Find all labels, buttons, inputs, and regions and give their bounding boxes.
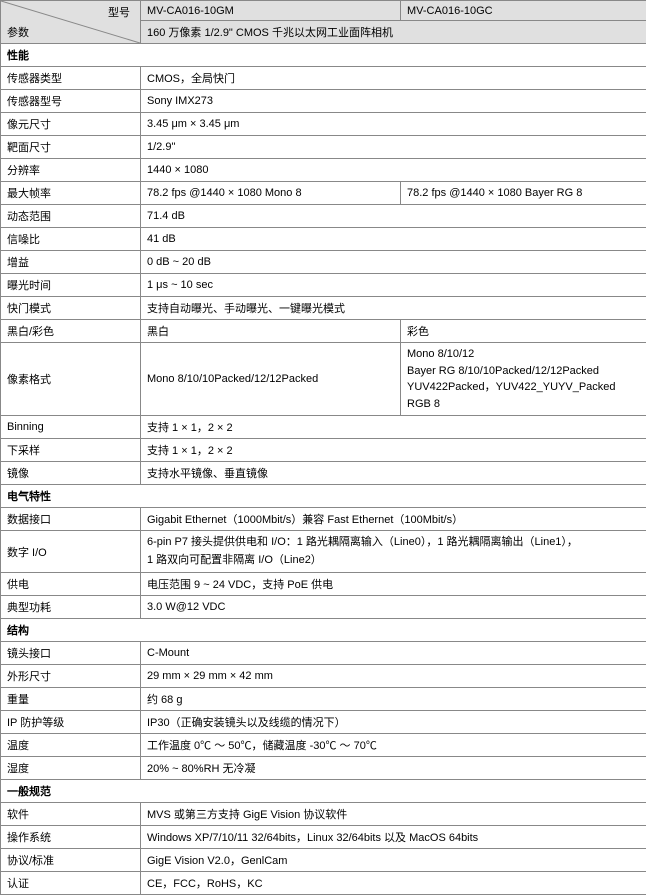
pixel-fmt-line: Mono 8/10/12 [407,348,474,360]
row-value: 支持自动曝光、手动曝光、一键曝光模式 [141,297,646,320]
row-value: 电压范围 9 ~ 24 VDC，支持 PoE 供电 [141,573,646,596]
row-value: 1 μs ~ 10 sec [141,274,646,297]
row-label: 供电 [1,573,141,596]
row-value: 78.2 fps @1440 × 1080 Bayer RG 8 [401,182,646,205]
section-performance: 性能 [1,44,646,67]
row-label: 传感器类型 [1,67,141,90]
row-value: CE，FCC，RoHS，KC [141,872,646,895]
row-label: 分辨率 [1,159,141,182]
row-value: GigE Vision V2.0，GenlCam [141,849,646,872]
row-label: 镜像 [1,462,141,485]
row-value: MVS 或第三方支持 GigE Vision 协议软件 [141,803,646,826]
row-label: 像素格式 [1,343,141,416]
row-label: 典型功耗 [1,596,141,619]
digital-io-line: 6-pin P7 接头提供供电和 I/O：1 路光耦隔离输入（Line0），1 … [147,536,578,548]
model-1: MV-CA016-10GM [141,1,401,21]
row-value: 71.4 dB [141,205,646,228]
row-value: 78.2 fps @1440 × 1080 Mono 8 [141,182,401,205]
pixel-fmt-line: YUV422Packed，YUV422_YUYV_Packed [407,381,616,393]
row-label: 动态范围 [1,205,141,228]
row-value: 工作温度 0℃ ～ 50℃，储藏温度 -30℃ ～ 70℃ [141,734,646,757]
row-label: 最大帧率 [1,182,141,205]
row-label: 快门模式 [1,297,141,320]
row-value: 6-pin P7 接头提供供电和 I/O：1 路光耦隔离输入（Line0），1 … [141,531,646,573]
row-value: Windows XP/7/10/11 32/64bits，Linux 32/64… [141,826,646,849]
row-value: 0 dB ~ 20 dB [141,251,646,274]
row-label: 认证 [1,872,141,895]
row-value: 3.0 W@12 VDC [141,596,646,619]
row-label: Binning [1,416,141,439]
row-value: Gigabit Ethernet（1000Mbit/s）兼容 Fast Ethe… [141,508,646,531]
section-electrical: 电气特性 [1,485,646,508]
row-value: Mono 8/10/10Packed/12/12Packed [141,343,401,416]
row-label: 下采样 [1,439,141,462]
row-value: 约 68 g [141,688,646,711]
row-value: 20% ~ 80%RH 无冷凝 [141,757,646,780]
row-label: 增益 [1,251,141,274]
row-value: 支持 1 × 1，2 × 2 [141,416,646,439]
digital-io-line: 1 路双向可配置非隔离 I/O（Line2） [147,554,322,566]
row-label: 操作系统 [1,826,141,849]
pixel-fmt-line: Bayer RG 8/10/10Packed/12/12Packed [407,365,599,377]
row-label: 信噪比 [1,228,141,251]
row-value: Mono 8/10/12 Bayer RG 8/10/10Packed/12/1… [401,343,646,416]
row-label: 靶面尺寸 [1,136,141,159]
row-label: 重量 [1,688,141,711]
row-label: 曝光时间 [1,274,141,297]
row-value: Sony IMX273 [141,90,646,113]
row-value: 彩色 [401,320,646,343]
row-value: 3.45 μm × 3.45 μm [141,113,646,136]
row-label: 软件 [1,803,141,826]
section-general: 一般规范 [1,780,646,803]
header-model-label: 型号 [108,4,130,20]
row-value: 29 mm × 29 mm × 42 mm [141,665,646,688]
row-label: 像元尺寸 [1,113,141,136]
row-label: 黑白/彩色 [1,320,141,343]
corner-cell: 型号 参数 [1,1,141,44]
row-label: 外形尺寸 [1,665,141,688]
row-value: 1/2.9" [141,136,646,159]
row-value: 1440 × 1080 [141,159,646,182]
row-value: 41 dB [141,228,646,251]
row-value: CMOS，全局快门 [141,67,646,90]
row-value: 黑白 [141,320,401,343]
row-label: IP 防护等级 [1,711,141,734]
row-label: 湿度 [1,757,141,780]
row-value: IP30（正确安装镜头以及线缆的情况下） [141,711,646,734]
spec-table: 型号 参数 MV-CA016-10GM MV-CA016-10GC 160 万像… [0,0,646,895]
model-2: MV-CA016-10GC [401,1,646,21]
row-value: C-Mount [141,642,646,665]
row-label: 传感器型号 [1,90,141,113]
row-label: 协议/标准 [1,849,141,872]
row-label: 镜头接口 [1,642,141,665]
header-desc: 160 万像素 1/2.9" CMOS 千兆以太网工业面阵相机 [141,21,646,44]
section-structure: 结构 [1,619,646,642]
row-value: 支持水平镜像、垂直镜像 [141,462,646,485]
row-value: 支持 1 × 1，2 × 2 [141,439,646,462]
row-label: 数据接口 [1,508,141,531]
header-param-label: 参数 [7,24,29,40]
pixel-fmt-line: RGB 8 [407,398,440,410]
row-label: 温度 [1,734,141,757]
row-label: 数字 I/O [1,531,141,573]
